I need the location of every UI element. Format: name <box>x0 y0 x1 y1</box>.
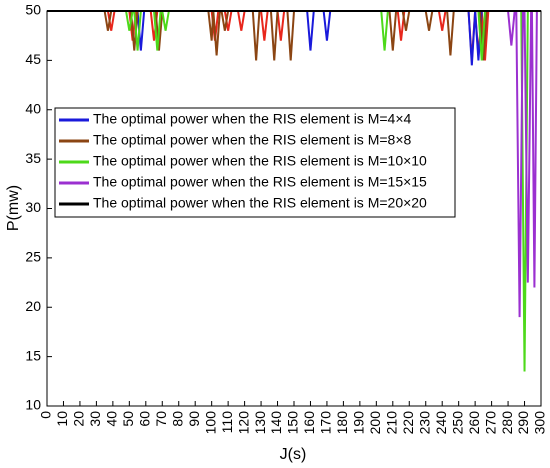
x-tick-label: 150 <box>285 411 301 435</box>
y-tick-label: 10 <box>25 397 41 413</box>
legend-label: The optimal power when the RIS element i… <box>93 153 427 169</box>
y-axis-label: P(mw) <box>5 185 22 231</box>
x-tick-label: 80 <box>169 411 185 427</box>
y-tick-label: 40 <box>25 100 41 116</box>
x-tick-label: 230 <box>416 411 432 435</box>
x-tick-label: 90 <box>186 411 202 427</box>
x-tick-label: 50 <box>120 411 136 427</box>
x-tick-label: 200 <box>367 411 383 435</box>
legend-label: The optimal power when the RIS element i… <box>93 111 411 127</box>
series-line <box>47 10 541 66</box>
legend-label: The optimal power when the RIS element i… <box>93 195 427 211</box>
x-tick-label: 100 <box>202 411 218 435</box>
y-tick-label: 45 <box>25 51 41 67</box>
legend-label: The optimal power when the RIS element i… <box>93 174 427 190</box>
y-tick-label: 15 <box>25 347 41 363</box>
x-tick-label: 110 <box>219 411 235 434</box>
x-tick-label: 220 <box>400 411 416 435</box>
x-tick-label: 10 <box>54 411 70 427</box>
x-tick-label: 60 <box>137 411 153 427</box>
plot-frame <box>46 10 542 407</box>
x-tick-label: 210 <box>384 411 400 435</box>
x-tick-label: 30 <box>87 411 103 427</box>
x-tick-label: 160 <box>301 411 317 435</box>
x-tick-label: 270 <box>482 411 498 435</box>
x-tick-label: 290 <box>515 411 531 435</box>
x-tick-label: 120 <box>235 411 251 435</box>
x-tick-label: 40 <box>104 411 120 427</box>
x-tick-label: 300 <box>532 411 548 435</box>
x-axis-label: J(s) <box>280 446 307 463</box>
x-tick-label: 240 <box>433 411 449 435</box>
y-tick-label: 35 <box>25 150 41 166</box>
x-tick-label: 170 <box>318 411 334 435</box>
y-tick-label: 20 <box>25 298 41 314</box>
x-tick-label: 140 <box>268 411 284 435</box>
y-tick-label: 25 <box>25 249 41 265</box>
legend-box <box>54 107 456 218</box>
y-tick-label: 30 <box>25 199 41 215</box>
x-tick-label: 20 <box>71 411 87 427</box>
x-tick-label: 190 <box>351 411 367 435</box>
x-tick-label: 0 <box>38 411 54 419</box>
x-tick-label: 70 <box>153 411 169 427</box>
y-tick-label: 50 <box>25 2 41 18</box>
series-line <box>47 10 541 61</box>
legend-label: The optimal power when the RIS element i… <box>93 132 411 148</box>
x-tick-label: 130 <box>252 411 268 435</box>
x-tick-label: 280 <box>499 411 515 435</box>
x-tick-label: 250 <box>449 411 465 435</box>
x-tick-label: 260 <box>466 411 482 435</box>
x-tick-label: 180 <box>334 411 350 435</box>
